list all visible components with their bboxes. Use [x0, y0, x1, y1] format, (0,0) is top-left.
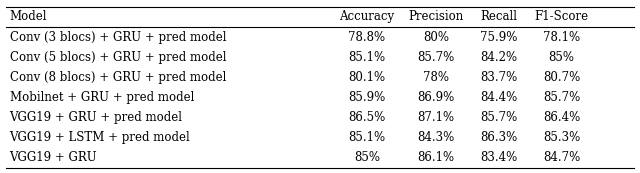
Text: Conv (8 blocs) + GRU + pred model: Conv (8 blocs) + GRU + pred model — [10, 71, 226, 84]
Text: 85.9%: 85.9% — [348, 91, 386, 104]
Text: F1-Score: F1-Score — [534, 10, 589, 23]
Text: 85.1%: 85.1% — [348, 51, 386, 64]
Text: 83.7%: 83.7% — [480, 71, 517, 84]
Text: VGG19 + GRU: VGG19 + GRU — [10, 151, 97, 164]
Text: 80%: 80% — [423, 30, 449, 44]
Text: 83.4%: 83.4% — [480, 151, 517, 164]
Text: 84.3%: 84.3% — [417, 131, 454, 144]
Text: 84.4%: 84.4% — [480, 91, 517, 104]
Text: 78.8%: 78.8% — [348, 30, 386, 44]
Text: 80.7%: 80.7% — [543, 71, 580, 84]
Text: Precision: Precision — [408, 10, 463, 23]
Text: 86.5%: 86.5% — [348, 111, 386, 124]
Text: 87.1%: 87.1% — [417, 111, 454, 124]
Text: 85%: 85% — [354, 151, 380, 164]
Text: VGG19 + GRU + pred model: VGG19 + GRU + pred model — [10, 111, 182, 124]
Text: 85.3%: 85.3% — [543, 131, 580, 144]
Text: Model: Model — [10, 10, 47, 23]
Text: Conv (5 blocs) + GRU + pred model: Conv (5 blocs) + GRU + pred model — [10, 51, 226, 64]
Text: 85.7%: 85.7% — [480, 111, 517, 124]
Text: 85%: 85% — [548, 51, 575, 64]
Text: 75.9%: 75.9% — [480, 30, 517, 44]
Text: Recall: Recall — [480, 10, 517, 23]
Text: 84.2%: 84.2% — [480, 51, 517, 64]
Text: 86.1%: 86.1% — [417, 151, 454, 164]
Text: 85.1%: 85.1% — [348, 131, 386, 144]
Text: 78.1%: 78.1% — [543, 30, 580, 44]
Text: 84.7%: 84.7% — [543, 151, 580, 164]
Text: 85.7%: 85.7% — [543, 91, 580, 104]
Text: Accuracy: Accuracy — [339, 10, 395, 23]
Text: 85.7%: 85.7% — [417, 51, 454, 64]
Text: 80.1%: 80.1% — [348, 71, 386, 84]
Text: 86.9%: 86.9% — [417, 91, 454, 104]
Text: Conv (3 blocs) + GRU + pred model: Conv (3 blocs) + GRU + pred model — [10, 30, 226, 44]
Text: 86.3%: 86.3% — [480, 131, 517, 144]
Text: 86.4%: 86.4% — [543, 111, 580, 124]
Text: Mobilnet + GRU + pred model: Mobilnet + GRU + pred model — [10, 91, 194, 104]
Text: 78%: 78% — [423, 71, 449, 84]
Text: VGG19 + LSTM + pred model: VGG19 + LSTM + pred model — [10, 131, 190, 144]
